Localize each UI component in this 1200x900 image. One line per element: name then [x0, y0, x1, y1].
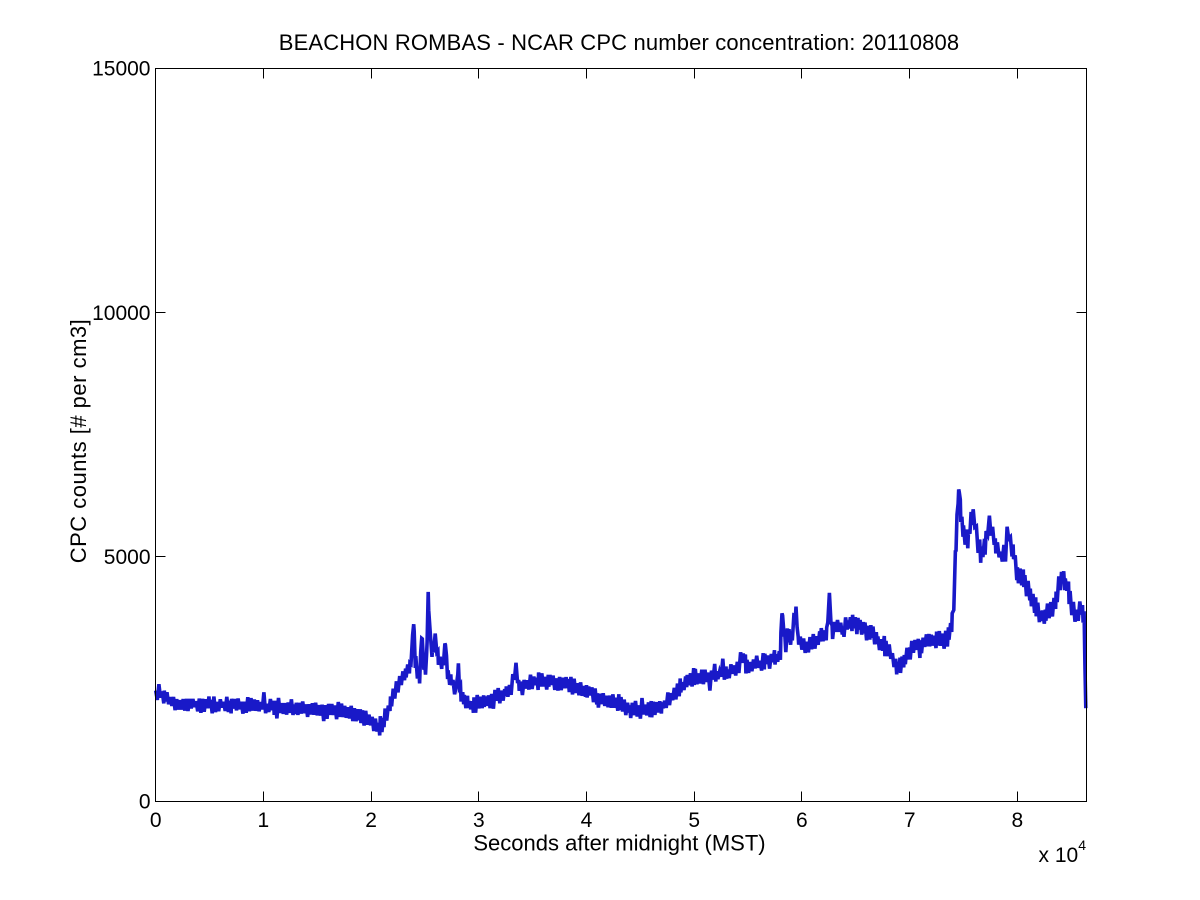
svg-text:1: 1	[258, 809, 270, 832]
svg-text:15000: 15000	[92, 57, 150, 80]
svg-text:5: 5	[688, 809, 700, 832]
svg-text:6: 6	[796, 809, 808, 832]
svg-text:7: 7	[904, 809, 916, 832]
svg-text:Seconds after midnight (MST): Seconds after midnight (MST)	[473, 831, 765, 856]
svg-text:4: 4	[581, 809, 593, 832]
svg-text:3: 3	[473, 809, 485, 832]
svg-text:5000: 5000	[104, 546, 151, 569]
svg-text:CPC counts [# per cm3]: CPC counts [# per cm3]	[66, 319, 91, 564]
svg-text:10000: 10000	[92, 302, 150, 325]
svg-text:0: 0	[139, 791, 151, 814]
svg-text:0: 0	[150, 809, 162, 832]
svg-text:8: 8	[1012, 809, 1024, 832]
svg-text:BEACHON ROMBAS - NCAR CPC numb: BEACHON ROMBAS - NCAR CPC number concent…	[279, 30, 960, 55]
svg-text:2: 2	[365, 809, 377, 832]
